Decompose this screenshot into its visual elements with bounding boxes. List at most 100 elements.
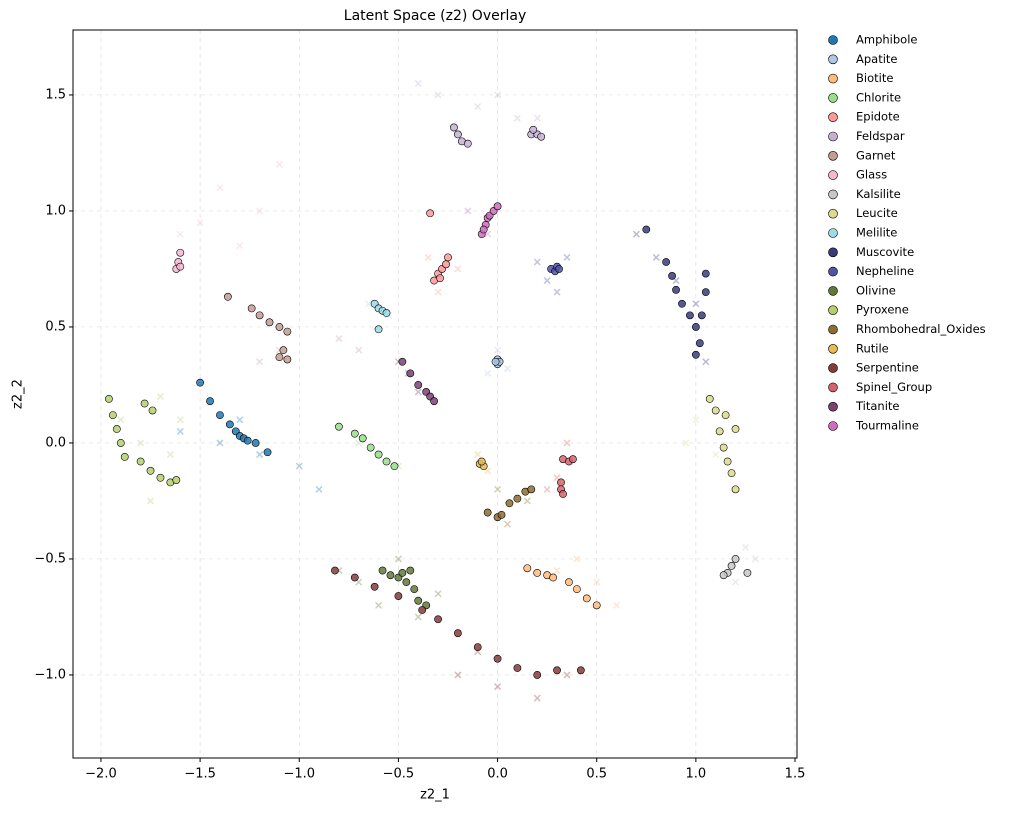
legend-label: Epidote — [856, 110, 900, 124]
point — [223, 292, 232, 301]
background-point — [236, 242, 244, 250]
point — [523, 564, 532, 573]
point — [255, 311, 264, 320]
point — [731, 555, 740, 563]
background-point — [751, 555, 759, 563]
background-point — [414, 613, 422, 621]
point — [265, 318, 274, 327]
background-point — [166, 451, 174, 459]
point — [370, 582, 379, 591]
point — [576, 666, 585, 675]
point — [366, 443, 375, 452]
point — [374, 450, 383, 459]
legend-marker — [828, 247, 838, 258]
background-point — [454, 265, 462, 273]
legend-marker — [828, 170, 838, 180]
y-tick-label: 0.5 — [45, 319, 66, 334]
background-point — [494, 485, 502, 493]
y-tick-label: 0.0 — [45, 435, 66, 450]
y-tick-label: −0.5 — [34, 551, 66, 566]
legend-label: Melilite — [856, 226, 897, 240]
background-point — [176, 427, 184, 435]
background-point — [196, 219, 204, 227]
point — [572, 585, 581, 594]
background-point — [424, 253, 432, 261]
point — [493, 202, 502, 211]
point — [216, 411, 224, 420]
point — [715, 427, 724, 436]
legend-label: Nepheline — [856, 264, 914, 278]
background-point — [365, 300, 373, 308]
legend-marker — [828, 228, 838, 238]
point — [592, 601, 601, 610]
y-tick-label: 1.0 — [45, 203, 66, 218]
background-point — [256, 451, 264, 459]
background-point — [335, 335, 343, 343]
point — [414, 596, 423, 605]
legend-label: Titanite — [855, 399, 900, 413]
legend-label: Garnet — [856, 148, 896, 162]
point — [701, 269, 710, 278]
x-tick-label: −1.5 — [184, 767, 216, 782]
background-point — [563, 439, 571, 447]
point — [382, 309, 391, 317]
point — [275, 323, 284, 331]
point — [283, 327, 292, 336]
point — [434, 615, 442, 624]
background-point — [474, 451, 482, 459]
point — [691, 350, 700, 359]
background-point — [494, 91, 502, 99]
background-point — [216, 184, 224, 192]
background-point — [414, 388, 422, 396]
background-point — [454, 671, 462, 679]
background-point — [474, 103, 482, 111]
background-point — [652, 253, 660, 261]
legend-label: Tourmaline — [855, 419, 919, 433]
point — [497, 510, 506, 519]
background-point — [256, 207, 264, 215]
background-point — [434, 288, 442, 296]
legend-marker — [828, 343, 838, 354]
point — [350, 573, 359, 582]
legend-marker — [828, 286, 838, 296]
legend-label: Rhombohedral_Oxides — [856, 322, 986, 336]
legend-marker — [828, 401, 838, 412]
point — [727, 562, 736, 570]
point — [406, 369, 415, 378]
point — [513, 494, 522, 503]
point — [140, 399, 149, 408]
point — [444, 253, 452, 262]
legend-label: Feldspar — [856, 129, 905, 143]
point — [243, 436, 252, 445]
point — [398, 568, 407, 577]
point — [533, 568, 542, 577]
background-point — [573, 555, 581, 563]
point — [727, 469, 736, 478]
chart-title: Latent Space (z2) Overlay — [344, 8, 526, 24]
x-tick-label: 1.5 — [785, 767, 806, 782]
point — [555, 265, 563, 273]
legend-label: Olivine — [856, 283, 896, 297]
background-point — [176, 416, 184, 424]
point — [172, 476, 181, 484]
point — [719, 443, 728, 452]
point — [251, 439, 260, 447]
point — [491, 357, 500, 366]
legend-marker — [828, 305, 838, 316]
point — [477, 457, 486, 466]
background-point — [503, 520, 512, 528]
point — [146, 466, 155, 475]
point — [104, 394, 113, 403]
legend-label: Muscovite — [856, 245, 914, 259]
background-point — [712, 451, 720, 459]
legend-marker — [828, 131, 838, 142]
legend-marker — [828, 112, 838, 122]
point — [711, 406, 720, 415]
point — [553, 666, 561, 675]
background-point — [355, 346, 363, 354]
background-point — [682, 439, 690, 447]
point — [513, 664, 522, 672]
point — [225, 420, 234, 429]
